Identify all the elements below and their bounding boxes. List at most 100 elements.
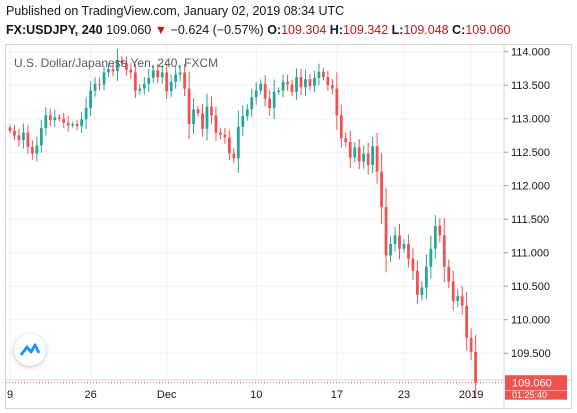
candle-body bbox=[223, 134, 227, 138]
open-value: 109.304 bbox=[281, 23, 327, 37]
price-tick-label: 113.500 bbox=[511, 80, 550, 92]
candle-body bbox=[362, 153, 366, 162]
candle-body bbox=[277, 90, 281, 92]
candle-body bbox=[254, 90, 258, 98]
candle-body bbox=[227, 137, 231, 154]
candle-body bbox=[384, 207, 388, 256]
candle-body bbox=[160, 72, 164, 78]
countdown-badge bbox=[505, 390, 567, 400]
candle-body bbox=[219, 132, 222, 135]
candle-body bbox=[30, 146, 34, 154]
candle-body bbox=[129, 69, 133, 73]
candle-body bbox=[156, 70, 160, 78]
candle-body bbox=[210, 106, 213, 116]
candle-body bbox=[98, 83, 101, 85]
tradingview-logo[interactable] bbox=[14, 334, 46, 366]
candle-body bbox=[138, 88, 142, 91]
candle-body bbox=[460, 296, 464, 306]
candle-body bbox=[57, 117, 61, 119]
time-axis[interactable]: 9 26 Dec 10 17 23 2019 bbox=[7, 389, 483, 401]
candle-body bbox=[433, 225, 437, 249]
candle-body bbox=[62, 118, 66, 123]
candle-body bbox=[299, 77, 303, 88]
candle-body bbox=[295, 77, 298, 92]
candle-body bbox=[196, 109, 200, 114]
time-tick-label: 10 bbox=[250, 389, 262, 401]
candle-body bbox=[438, 225, 442, 236]
candle-body bbox=[317, 71, 321, 78]
candle-body bbox=[147, 77, 151, 84]
candle-body bbox=[393, 235, 397, 244]
candle-body bbox=[192, 109, 195, 125]
candle-body bbox=[116, 59, 119, 72]
candle-body bbox=[313, 77, 316, 86]
time-tick-label: 26 bbox=[84, 389, 96, 401]
time-tick-label: Dec bbox=[157, 389, 177, 401]
price-axis[interactable]: 114.000 113.500 113.000 112.500 112.000 111.5… bbox=[504, 47, 551, 361]
candle-body bbox=[272, 91, 276, 108]
candle-body bbox=[111, 69, 115, 72]
candle-body bbox=[375, 146, 379, 172]
time-tick-label: 2019 bbox=[459, 389, 483, 401]
candle-body bbox=[290, 84, 294, 92]
candle-body bbox=[348, 142, 352, 158]
price-tick-label: 110.000 bbox=[511, 315, 550, 327]
countdown-label: 01:25:40 bbox=[512, 390, 547, 400]
candle-body bbox=[53, 117, 57, 121]
price-tick-label: 113.000 bbox=[511, 114, 550, 126]
time-tick-label: 23 bbox=[398, 389, 410, 401]
price-change: −0.624 (−0.57%) bbox=[170, 23, 264, 37]
candle-body bbox=[447, 266, 451, 282]
candle-body bbox=[241, 116, 245, 127]
tradingview-logo-icon bbox=[20, 343, 40, 356]
candle-body bbox=[326, 77, 330, 86]
last-price-badge-label: 109.060 bbox=[512, 378, 552, 390]
candle-body bbox=[366, 153, 370, 165]
candle-body bbox=[71, 124, 75, 126]
chart-frame[interactable] bbox=[5, 44, 572, 409]
candle-body bbox=[250, 97, 254, 110]
price-tick-label: 112.500 bbox=[511, 147, 550, 159]
candle-body bbox=[416, 270, 419, 295]
candle-body bbox=[125, 63, 128, 70]
down-triangle-icon: ▼ bbox=[154, 23, 168, 37]
candle-body bbox=[465, 305, 469, 338]
candle-body bbox=[236, 126, 240, 159]
candle-body bbox=[17, 135, 21, 141]
candle-body bbox=[165, 72, 169, 92]
price-tick-label: 114.000 bbox=[511, 47, 550, 59]
price-tick-label: 109.500 bbox=[511, 348, 551, 360]
candle-body bbox=[89, 90, 92, 108]
candle-body bbox=[281, 81, 285, 91]
candle-body bbox=[232, 153, 236, 159]
candle-body bbox=[442, 235, 446, 267]
last-price-badge bbox=[505, 375, 567, 391]
open-label: O: bbox=[267, 23, 282, 37]
price-tick-label: 110.500 bbox=[511, 281, 550, 293]
candle-body bbox=[75, 124, 79, 127]
candle-body bbox=[48, 115, 52, 121]
candle-body bbox=[456, 296, 460, 301]
candle-body bbox=[268, 98, 272, 108]
candle-body bbox=[26, 132, 30, 147]
close-value: 109.060 bbox=[465, 23, 511, 37]
candle-body bbox=[178, 72, 182, 75]
candle-body bbox=[398, 235, 401, 249]
candle-body bbox=[169, 81, 173, 92]
price-tick-label: 111.000 bbox=[511, 248, 549, 260]
candle-body bbox=[380, 171, 383, 208]
candle-body bbox=[322, 71, 325, 78]
close-label: C: bbox=[452, 23, 466, 37]
candle-body bbox=[259, 83, 263, 91]
high-label: H: bbox=[329, 23, 343, 37]
candle-body bbox=[39, 128, 43, 146]
candle-body bbox=[357, 147, 361, 162]
time-tick-label: 9 bbox=[7, 389, 13, 401]
symbol-info-bar: FX:USDJPY, 240 109.060 ▼ −0.624 (−0.57%)… bbox=[6, 23, 511, 37]
candle-body bbox=[120, 59, 124, 64]
candle-body bbox=[183, 72, 186, 89]
candle-body bbox=[174, 74, 178, 82]
time-tick-label: 17 bbox=[331, 389, 343, 401]
high-value: 109.342 bbox=[342, 23, 389, 37]
